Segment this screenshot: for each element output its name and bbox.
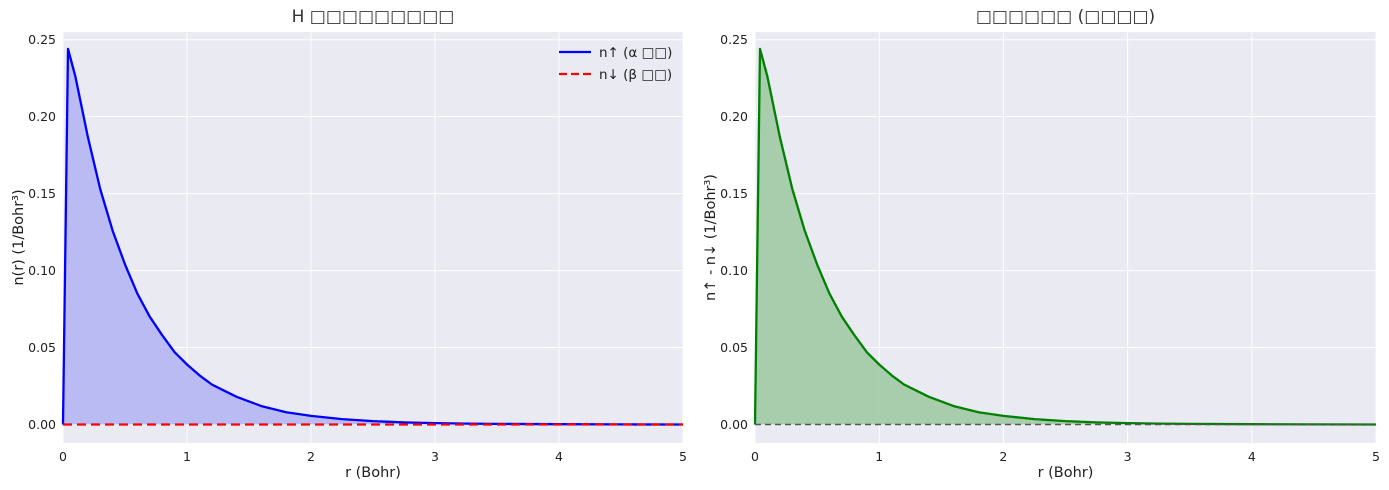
density-panel: 0 1 2 3 4 5 0.00 0.05 0.10 0.15 0.20 0.25 r (Bohr) n(… (11, 7, 687, 481)
y-tick-label: 0.10 (28, 263, 56, 278)
x-tick-label: 3 (1124, 449, 1132, 464)
series-fill-area (63, 48, 683, 425)
x-tick-label: 4 (555, 449, 563, 464)
y-tick-label: 0.25 (720, 32, 748, 47)
y-tick-label: 0.10 (720, 263, 748, 278)
chart-title: H □□□□□□□□□ (292, 7, 455, 27)
chart-title: □□□□□□ (□□□□) (976, 7, 1155, 27)
y-tick-label: 0.00 (28, 417, 56, 432)
legend-label: n↑ (α □□) (599, 45, 672, 61)
y-tick-label: 0.05 (720, 340, 748, 355)
y-tick-label: 0.05 (28, 340, 56, 355)
x-tick-label: 2 (307, 449, 315, 464)
x-tick-label: 1 (183, 449, 191, 464)
y-tick-label: 0.20 (720, 109, 748, 124)
legend-label: n↓ (β □□) (599, 67, 672, 83)
x-tick-label: 5 (679, 449, 687, 464)
x-axis-label: r (Bohr) (345, 465, 401, 481)
y-axis-label: n↑ - n↓ (1/Bohr³) (703, 174, 719, 301)
x-tick-label: 0 (751, 449, 759, 464)
x-tick-label: 1 (875, 449, 883, 464)
y-tick-label: 0.20 (28, 109, 56, 124)
x-axis-label: r (Bohr) (1038, 465, 1094, 481)
y-tick-label: 0.15 (28, 186, 56, 201)
x-tick-label: 5 (1372, 449, 1380, 464)
y-tick-label: 0.00 (720, 417, 748, 432)
x-tick-label: 2 (999, 449, 1007, 464)
y-tick-label: 0.25 (28, 32, 56, 47)
y-axis-label: n(r) (1/Bohr³) (11, 189, 27, 285)
n-up-line (61, 47, 684, 426)
x-tick-label: 4 (1248, 449, 1256, 464)
x-tick-label: 0 (59, 449, 67, 464)
spin-density-line (753, 47, 1377, 426)
y-tick-label: 0.15 (720, 186, 748, 201)
series-fill-area (755, 48, 1376, 425)
spin-density-panel: 0 1 2 3 4 5 0.00 0.05 0.10 0.15 0.20 0.25 r (Bohr) n↑… (703, 7, 1380, 481)
x-tick-label: 3 (431, 449, 439, 464)
